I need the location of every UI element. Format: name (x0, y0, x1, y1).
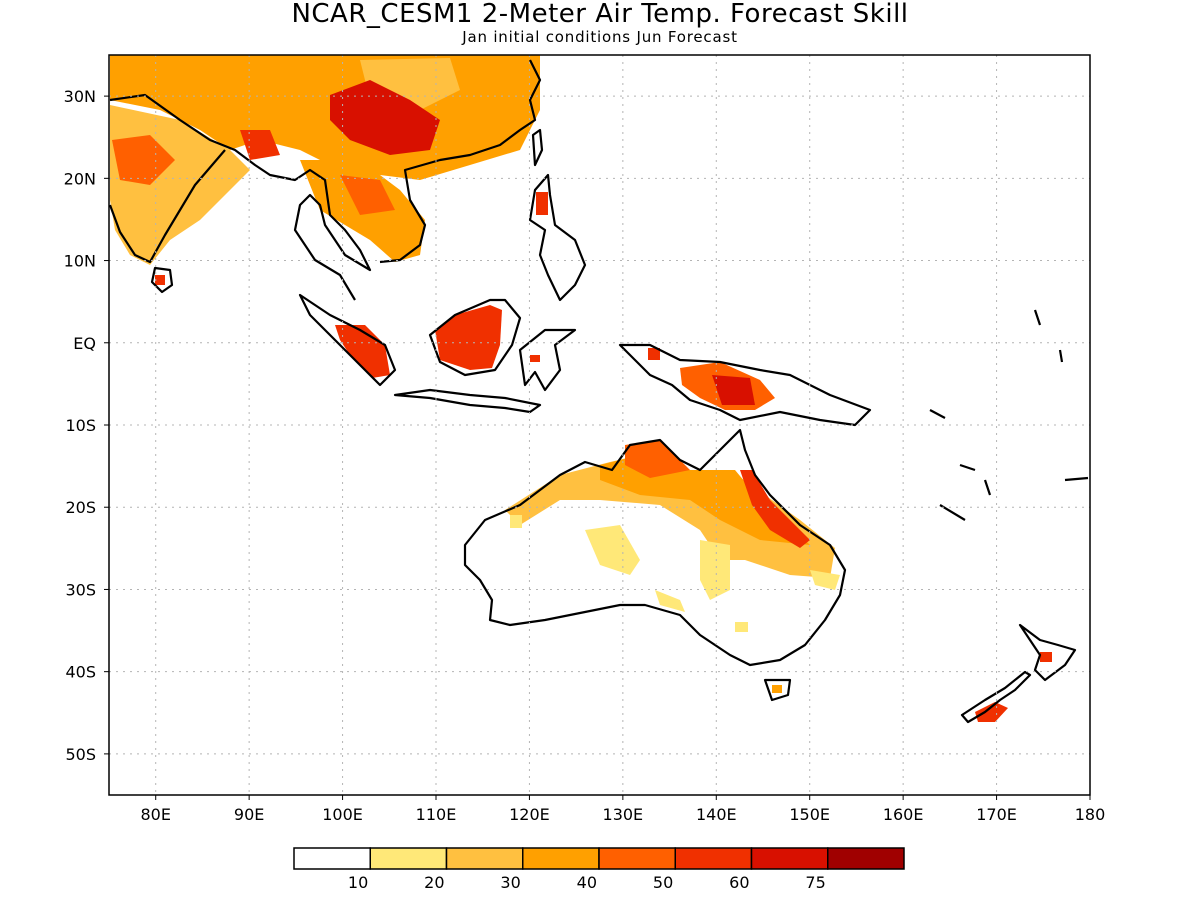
colorbar-swatch (445, 847, 524, 870)
longitude-tick-labels: 80E 90E 100E 110E 120E 130E 140E 150E 160E 170E 18… (140, 795, 1105, 824)
color-legend-bar: 10 20 30 40 50 60 75 (293, 847, 905, 892)
colorbar-swatch (750, 847, 829, 870)
skill-region-central-australia-east (700, 540, 730, 600)
lon-tick-label: 140E (696, 805, 737, 824)
colorbar-label: 40 (577, 873, 597, 892)
colorbar-label: 50 (653, 873, 673, 892)
lat-tick-label: 30N (64, 87, 96, 106)
lon-tick-label: 90E (234, 805, 264, 824)
lat-tick-label: EQ (73, 334, 96, 353)
lon-tick-label: 180 (1075, 805, 1106, 824)
coastline-sri-lanka (150, 266, 174, 294)
coastline-taiwan (531, 128, 544, 167)
skill-region-top-end (625, 440, 690, 478)
colorbar-label: 60 (729, 873, 749, 892)
map-title: NCAR_CESM1 2-Meter Air Temp. Forecast Sk… (291, 0, 909, 29)
lon-tick-label: 160E (883, 805, 924, 824)
colorbar-label: 20 (424, 873, 444, 892)
skill-region-queensland (740, 470, 810, 548)
graticule (109, 55, 1090, 795)
colorbar-label: 30 (500, 873, 520, 892)
lon-tick-label: 170E (976, 805, 1017, 824)
coastline-asia (108, 59, 542, 301)
skill-region-northern-australia (505, 455, 835, 578)
lat-tick-label: 20N (64, 169, 96, 188)
coastline-new-zealand-north (1018, 623, 1077, 682)
lon-tick-label: 80E (140, 805, 170, 824)
skill-region-borneo (435, 305, 502, 370)
colorbar-swatch (674, 847, 753, 870)
skill-region-western-australia (510, 515, 522, 528)
skill-region-sa (655, 590, 685, 612)
lat-tick-label: 10S (65, 416, 96, 435)
skill-region-indochina-core (340, 175, 395, 215)
coastline-java (393, 388, 542, 414)
lat-tick-label: 10N (64, 252, 96, 271)
latitude-tick-labels: 30N 20N 10N EQ 10S 20S 30S 40S 50S (64, 87, 109, 764)
coastline-pacific-islands (929, 309, 1089, 521)
coastline-sumatra (298, 293, 397, 387)
skill-region-new-zealand-south (975, 702, 1008, 722)
coastline-new-zealand-south (960, 670, 1032, 724)
coastline-new-guinea (618, 343, 872, 427)
colorbar-swatch (369, 847, 448, 870)
skill-region-victoria (735, 622, 748, 632)
coastline-australia (463, 428, 847, 667)
colorbar-swatch (827, 847, 905, 870)
colorbar-label: 10 (348, 873, 368, 892)
skill-region-china-core (330, 80, 440, 155)
colorbar-label: 75 (805, 873, 825, 892)
skill-region-sri-lanka (155, 275, 165, 285)
coastline-borneo (428, 298, 522, 377)
map-subtitle: Jan initial conditions Jun Forecast (462, 28, 738, 46)
skill-region-india-core (112, 135, 175, 185)
skill-shading-layer (110, 55, 1052, 722)
lon-tick-label: 150E (789, 805, 830, 824)
lat-tick-label: 20S (65, 498, 96, 517)
lat-tick-label: 30S (65, 580, 96, 599)
skill-region-new-guinea-west (648, 348, 660, 360)
skill-region-luzon (536, 192, 548, 215)
skill-region-china-mid (240, 130, 280, 160)
coastline-sulawesi (518, 328, 577, 392)
lon-tick-label: 130E (603, 805, 644, 824)
skill-region-sumatra (335, 325, 390, 378)
coastline-tasmania (763, 678, 792, 702)
lat-tick-label: 40S (65, 663, 96, 682)
colorbar-swatch (522, 847, 600, 870)
skill-region-nsw (810, 570, 840, 590)
skill-region-new-guinea-core (712, 375, 755, 405)
lon-tick-label: 100E (322, 805, 363, 824)
lon-tick-label: 120E (509, 805, 550, 824)
lon-tick-label: 110E (416, 805, 457, 824)
colorbar-swatch (293, 847, 371, 870)
coastline-philippines (528, 173, 587, 302)
skill-region-tasmania (772, 685, 782, 693)
skill-region-sulawesi (530, 355, 540, 362)
skill-region-new-zealand-north (1040, 652, 1052, 662)
colorbar-swatch (598, 847, 676, 870)
skill-region-central-australia (585, 525, 640, 575)
coastline-layer (108, 59, 1089, 724)
lat-tick-label: 50S (65, 745, 96, 764)
